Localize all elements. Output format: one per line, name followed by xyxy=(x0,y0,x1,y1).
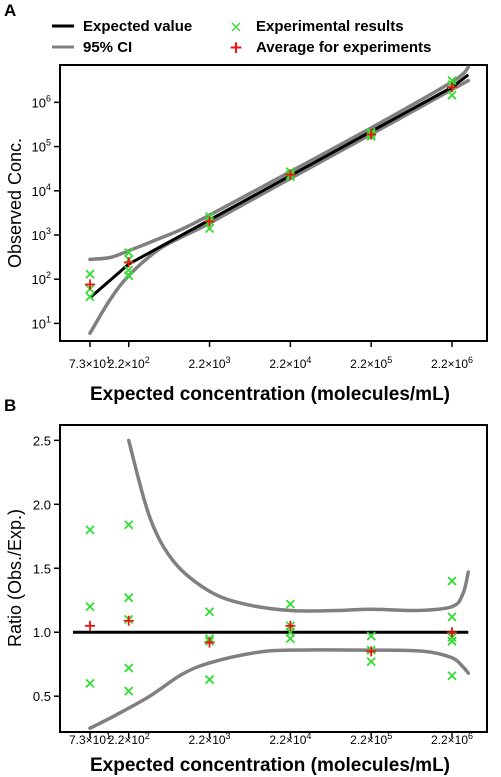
panel-b-experimental-point xyxy=(366,657,376,667)
panel-b-experimental-point xyxy=(447,612,457,622)
panel-label-b: B xyxy=(4,396,16,415)
panel-a-ci-upper-line xyxy=(88,65,471,262)
panel-b-experimental-point xyxy=(85,678,95,689)
panel-a-ci-lower-line xyxy=(88,78,471,335)
panel-b-series xyxy=(73,438,471,730)
panel-b-x-tick-label: 7.3×101 xyxy=(69,731,111,747)
panel-a-experimental-point xyxy=(124,247,134,258)
panel-b-average-point xyxy=(285,620,296,631)
panel-b-experimental-point xyxy=(124,686,134,696)
panel-a-y-ticks: 101 102 103 104 105 106 xyxy=(32,93,60,331)
panel-a-average-point xyxy=(366,129,377,140)
panel-a-x-tick-label: 7.3×101 xyxy=(69,355,111,371)
panel-a-series xyxy=(85,65,471,335)
panel-b-experimental-point xyxy=(285,633,295,644)
panel-b-average-point xyxy=(85,620,95,631)
panel-a-experimental-point xyxy=(124,271,134,281)
panel-b-ci-upper-line xyxy=(126,438,471,613)
panel-label-a: A xyxy=(4,1,16,20)
panel-b-y-tick-label: 2.5 xyxy=(33,433,51,448)
panel-a-average-point xyxy=(204,216,215,227)
panel-b-average-point xyxy=(204,637,215,648)
panel-b-experimental-point xyxy=(124,663,134,673)
panel-a-experimental-point xyxy=(447,90,457,100)
panel-a-x-axis-title: Expected concentration (molecules/mL) xyxy=(90,384,450,405)
panel-a-x-tick-label: 2.2×102 xyxy=(108,355,150,371)
panel-b-experimental-point xyxy=(124,593,134,603)
panel-a-y-tick-label: 105 xyxy=(32,138,51,155)
legend-expected-label: Expected value xyxy=(83,18,192,35)
panel-b-y-ticks: 0.5 1.0 1.5 2.0 2.5 xyxy=(33,433,60,704)
panel-a-experimental-point xyxy=(204,223,215,234)
panel-a-average-point xyxy=(447,82,457,93)
panel-a-average-point xyxy=(285,169,296,180)
panel-b-y-tick-label: 0.5 xyxy=(33,689,51,704)
panel-b-experimental-point xyxy=(124,520,134,530)
legend-experimental-label: Experimental results xyxy=(256,18,404,35)
panel-a-x-tick-label: 2.2×105 xyxy=(350,355,392,371)
panel-b-x-axis-title: Expected concentration (molecules/mL) xyxy=(90,755,450,776)
panel-b-y-axis-title: Ratio (Obs./Exp.) xyxy=(5,509,25,647)
panel-a-x-tick-label: 2.2×103 xyxy=(189,355,231,371)
panel-b-frame xyxy=(59,424,488,733)
panel-a-y-tick-label: 101 xyxy=(32,314,51,331)
legend-ci-label: 95% CI xyxy=(83,39,132,56)
panel-a-x-tick-label: 2.2×106 xyxy=(431,355,473,371)
panel-b-experimental-point xyxy=(366,631,376,641)
panel-b-experimental-point xyxy=(204,674,215,685)
panel-b-x-tick-label: 2.2×105 xyxy=(350,731,392,747)
panel-b-x-tick-label: 2.2×106 xyxy=(431,731,473,747)
panel-a-y-axis-title: Observed Conc. xyxy=(5,138,25,268)
panel-b-y-tick-label: 2.0 xyxy=(33,497,51,512)
panel-b-experimental-point xyxy=(447,632,457,642)
panel-b-average-point xyxy=(123,615,134,626)
panel-b-average-point xyxy=(366,646,377,657)
panel-b-ci-lower-line xyxy=(88,648,471,730)
panel-a-y-tick-label: 104 xyxy=(32,182,51,199)
panel-b-experimental-point xyxy=(85,525,95,535)
panel-b-experimental-point xyxy=(85,602,95,612)
panel-b-experimental-point xyxy=(447,576,457,586)
panel-b-y-tick-label: 1.0 xyxy=(33,625,51,640)
panel-a-average-point xyxy=(123,257,134,268)
panel-b-average-point xyxy=(447,627,457,638)
panel-b-y-tick-label: 1.5 xyxy=(33,561,51,576)
panel-b-experimental-point xyxy=(204,607,215,617)
panel-a-experimental-point xyxy=(85,292,95,302)
panel-a-y-tick-label: 103 xyxy=(32,226,51,243)
panel-b-x-tick-label: 2.2×104 xyxy=(269,731,311,747)
legend-average-marker-icon: + xyxy=(229,38,243,58)
panel-b-experimental-point xyxy=(447,671,457,681)
legend-experimental-marker-icon: × xyxy=(229,17,242,36)
panel-b-experimental-point xyxy=(447,636,457,646)
panel-a-frame xyxy=(59,64,488,342)
panel-b-x-tick-label: 2.2×103 xyxy=(189,731,231,747)
legend-average-label: Average for experiments xyxy=(256,39,431,56)
legend: Expected value 95% CI × Experimental res… xyxy=(52,17,431,58)
panel-a-experimental-point xyxy=(85,269,95,279)
panel-b-experimental-point xyxy=(285,599,295,609)
panel-a-average-point xyxy=(85,279,95,290)
panel-a-x-tick-label: 2.2×104 xyxy=(269,355,311,371)
panel-a-y-tick-label: 102 xyxy=(32,270,51,287)
panel-b-x-tick-label: 2.2×102 xyxy=(108,731,150,747)
panel-a-y-tick-label: 106 xyxy=(32,93,51,110)
